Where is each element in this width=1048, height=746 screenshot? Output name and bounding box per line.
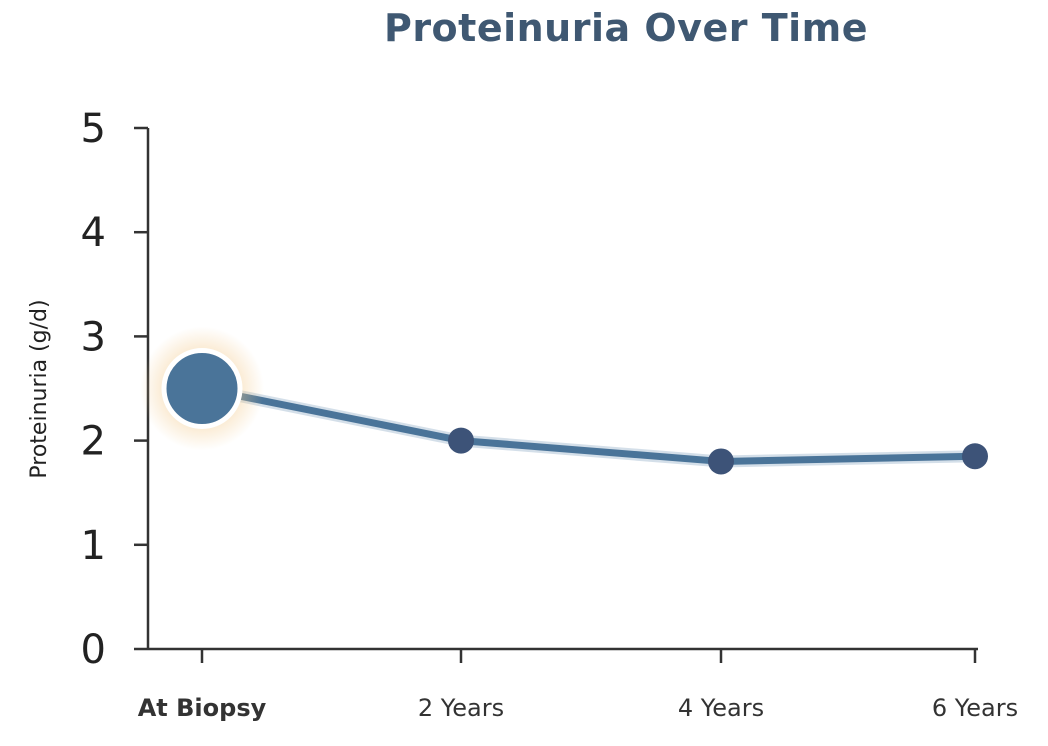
y-tick-label: 1 — [81, 523, 106, 569]
y-tick-label: 5 — [81, 106, 106, 152]
data-point — [962, 443, 988, 470]
x-tick-label: 6 Years — [932, 694, 1018, 722]
y-axis-title: Proteinuria (g/d) — [27, 299, 52, 478]
chart-title: Proteinuria Over Time — [383, 6, 869, 50]
x-tick-label: At Biopsy — [138, 694, 267, 722]
y-tick-label: 2 — [81, 419, 106, 465]
y-tick-label: 4 — [81, 210, 106, 256]
series-line — [198, 385, 979, 465]
data-point — [448, 427, 474, 454]
x-tick-label: 4 Years — [678, 694, 764, 722]
y-tick-label: 0 — [81, 627, 106, 673]
y-tick-label: 3 — [81, 314, 106, 360]
data-point — [708, 448, 734, 475]
x-tick-label: 2 Years — [418, 694, 504, 722]
data-point-highlight — [161, 348, 243, 429]
